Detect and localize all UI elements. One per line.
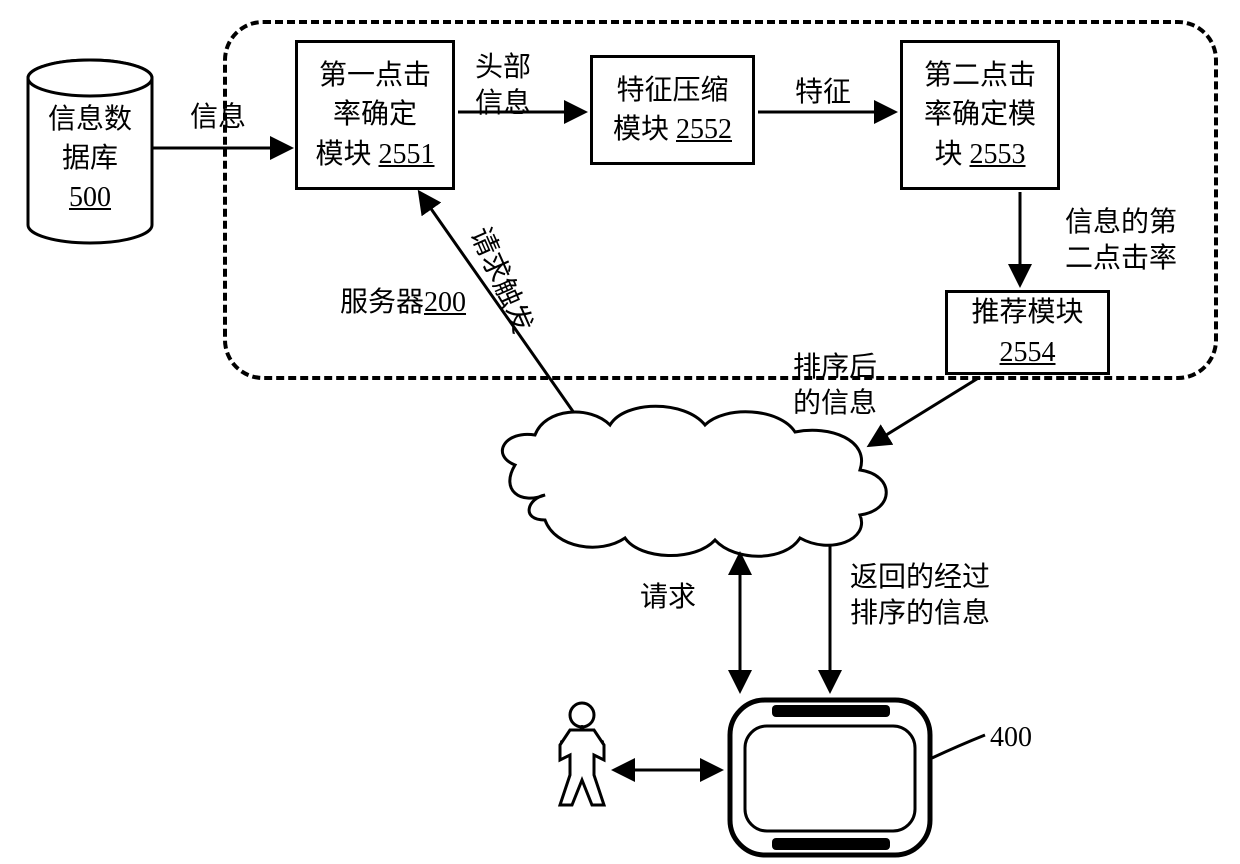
module3-line3-num: 2553 — [970, 139, 1026, 170]
module1-line2: 率确定 — [333, 95, 417, 134]
module2-line1: 特征压缩 — [616, 71, 728, 110]
edge-header-l2: 信息 — [475, 88, 531, 119]
database-label: 信息数 据库 500 — [30, 100, 150, 218]
edge-header-l1: 头部 — [475, 52, 531, 83]
module3-line2: 率确定模 — [924, 95, 1036, 134]
module3-line3-text: 块 — [934, 139, 969, 170]
edge-label-second-ctr: 信息的第 二点击率 — [1065, 205, 1177, 278]
module-second-click-rate: 第二点击 率确定模 块 2553 — [900, 40, 1060, 190]
module4-line1: 推荐模块 — [971, 293, 1083, 332]
database-number: 500 — [69, 182, 111, 213]
terminal-number: 400 — [990, 720, 1032, 756]
edge-label-request: 请求 — [640, 580, 696, 616]
server-label-num: 200 — [424, 287, 466, 318]
edge-ret-l1: 返回的经过 — [850, 562, 990, 593]
module1-line3-text: 模块 — [315, 139, 378, 170]
edge-label-feature: 特征 — [795, 75, 851, 111]
edge-sctr-l2: 二点击率 — [1065, 243, 1177, 274]
edge-ret-l2: 排序的信息 — [850, 598, 990, 629]
module-feature-compress: 特征压缩 模块 2552 — [590, 55, 755, 165]
network-label: 网络 300 — [670, 465, 775, 505]
diagram-container: 信息数 据库 500 服务器200 第一点击 率确定 模块 2551 特征压缩 … — [0, 0, 1240, 864]
edge-label-returned-sorted: 返回的经过 排序的信息 — [850, 560, 990, 633]
edge-label-header-info: 头部 信息 — [475, 50, 531, 123]
server-label: 服务器200 — [340, 280, 466, 320]
module1-line1: 第一点击 — [319, 56, 431, 95]
module2-line2-text: 模块 — [613, 114, 676, 145]
module-recommend: 推荐模块 2554 — [945, 290, 1110, 375]
network-label-num: 300 — [733, 472, 775, 503]
edge-label-sorted-info: 排序后 的信息 — [793, 350, 877, 423]
edge-sorted-l1: 排序后 — [793, 352, 877, 383]
database-label-line2: 据库 — [62, 143, 118, 174]
module3-line1: 第二点击 — [924, 56, 1036, 95]
edge-sorted-l2: 的信息 — [793, 388, 877, 419]
database-label-line1: 信息数 — [48, 104, 132, 135]
module4-line2-num: 2554 — [1000, 337, 1056, 368]
network-label-text: 网络 — [670, 472, 733, 503]
edge-label-info: 信息 — [190, 100, 246, 136]
module2-line2-num: 2552 — [676, 114, 732, 145]
module1-line3-num: 2551 — [379, 139, 435, 170]
server-label-text: 服务器 — [340, 287, 424, 318]
module-first-click-rate: 第一点击 率确定 模块 2551 — [295, 40, 455, 190]
edge-sctr-l1: 信息的第 — [1065, 207, 1177, 238]
